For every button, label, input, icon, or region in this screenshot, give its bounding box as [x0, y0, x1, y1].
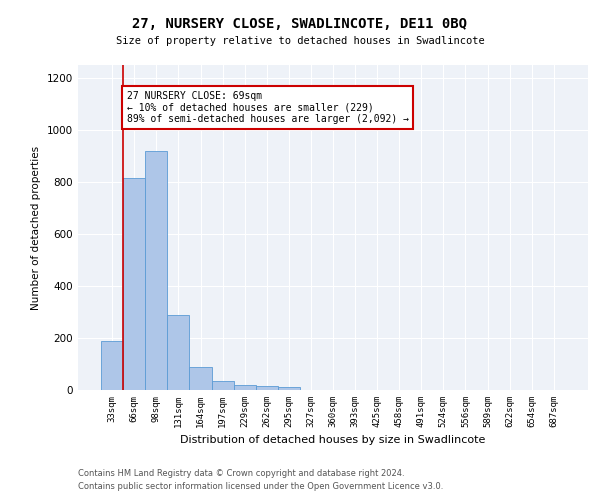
Bar [278, 387, 300, 390]
Text: 27 NURSERY CLOSE: 69sqm
← 10% of detached houses are smaller (229)
89% of semi-d: 27 NURSERY CLOSE: 69sqm ← 10% of detache… [127, 91, 409, 124]
Bar [233, 385, 256, 390]
Text: Contains public sector information licensed under the Open Government Licence v3: Contains public sector information licen… [78, 482, 443, 491]
Bar [212, 381, 233, 390]
Bar [101, 340, 123, 390]
Text: Contains HM Land Registry data © Crown copyright and database right 2024.: Contains HM Land Registry data © Crown c… [78, 468, 404, 477]
X-axis label: Distribution of detached houses by size in Swadlincote: Distribution of detached houses by size … [181, 436, 485, 446]
Bar [123, 178, 145, 390]
Text: 27, NURSERY CLOSE, SWADLINCOTE, DE11 0BQ: 27, NURSERY CLOSE, SWADLINCOTE, DE11 0BQ [133, 18, 467, 32]
Bar [190, 367, 212, 390]
Y-axis label: Number of detached properties: Number of detached properties [31, 146, 41, 310]
Bar [145, 151, 167, 390]
Text: Size of property relative to detached houses in Swadlincote: Size of property relative to detached ho… [116, 36, 484, 46]
Bar [167, 314, 190, 390]
Bar [256, 386, 278, 390]
